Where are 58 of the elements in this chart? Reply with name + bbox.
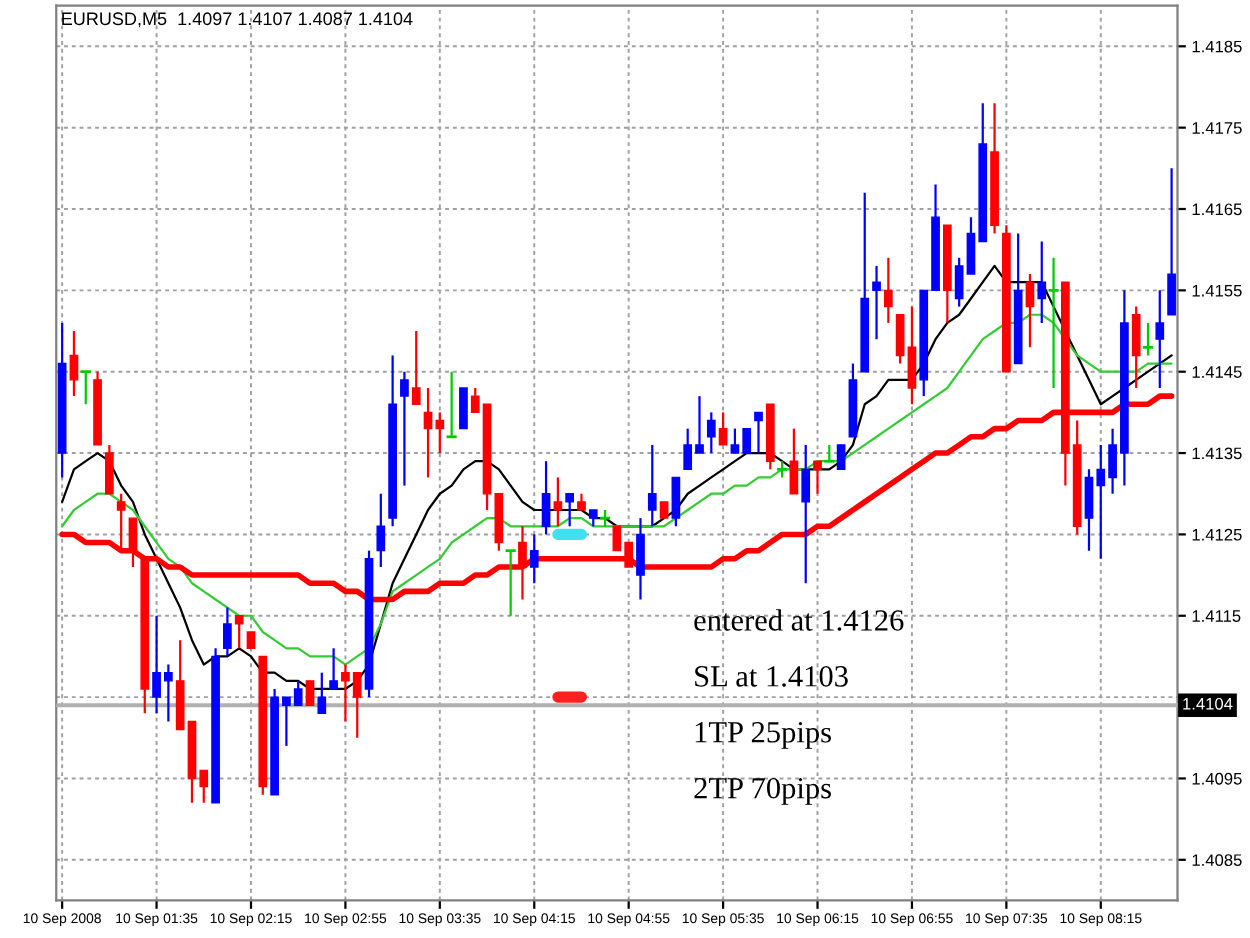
chart-title: EURUSD,M5 1.4097 1.4107 1.4087 1.4104 [62,12,413,28]
candlestick [128,517,138,569]
candlestick [459,387,468,430]
candlestick [706,411,716,455]
y-tick-label: 1.4155 [1192,284,1242,297]
candlestick [553,476,563,528]
candlestick [116,492,126,552]
candlestick [234,614,244,650]
candlestick [317,671,327,715]
candlestick [872,264,881,341]
candlestick [105,443,114,495]
candlestick [541,460,551,536]
candlestick [836,444,846,471]
candlestick [789,427,799,495]
candlestick [718,411,728,447]
annotation: SL at 1.4103 [695,666,848,687]
y-tick-label: 1.4145 [1192,366,1242,378]
y-tick-label: 1.4175 [1192,122,1242,134]
y-tick-label: 1.4135 [1192,447,1242,460]
candlestick [907,305,917,406]
candlestick [376,492,386,569]
candlestick [1142,321,1154,357]
candlestick [1155,289,1165,390]
candlestick [1025,272,1035,349]
y-tick-label: 1.4165 [1192,203,1242,216]
candlestick [446,370,457,439]
y-tick-label: 1.4185 [1192,40,1242,53]
candlestick [801,443,811,585]
candlestick [565,492,575,528]
y-tick-label: 1.4115 [1192,610,1241,622]
candlestick [1131,305,1141,390]
candlestick [329,647,338,691]
candlestick [400,370,409,487]
line-series [61,313,1173,666]
candlestick [1048,256,1059,390]
candlestick [505,549,516,617]
candlestick [754,411,763,455]
y-tick-label: 1.4095 [1192,772,1242,785]
candlestick [80,370,91,406]
candlestick [671,476,681,528]
candlestick [223,606,232,658]
annotation: 2TP 70pips [694,777,831,805]
annotation: entered at 1.4126 [694,609,904,631]
candlestick [529,533,539,585]
candlestick [305,679,315,707]
ref-line-label: 1.4104 [1183,697,1233,710]
candlestick [895,313,905,365]
candlestick [1037,240,1047,324]
candlestick [1167,167,1176,316]
candlestick [69,329,79,398]
candlestick [647,443,657,528]
candlestick [813,460,822,495]
candlestick [636,517,645,601]
candlestick [883,256,893,324]
annotation: 1TP 25pips [695,722,831,749]
y-tick-label: 1.4085 [1192,854,1242,867]
y-tick-label: 1.4125 [1192,528,1242,541]
candlestick [411,329,421,406]
